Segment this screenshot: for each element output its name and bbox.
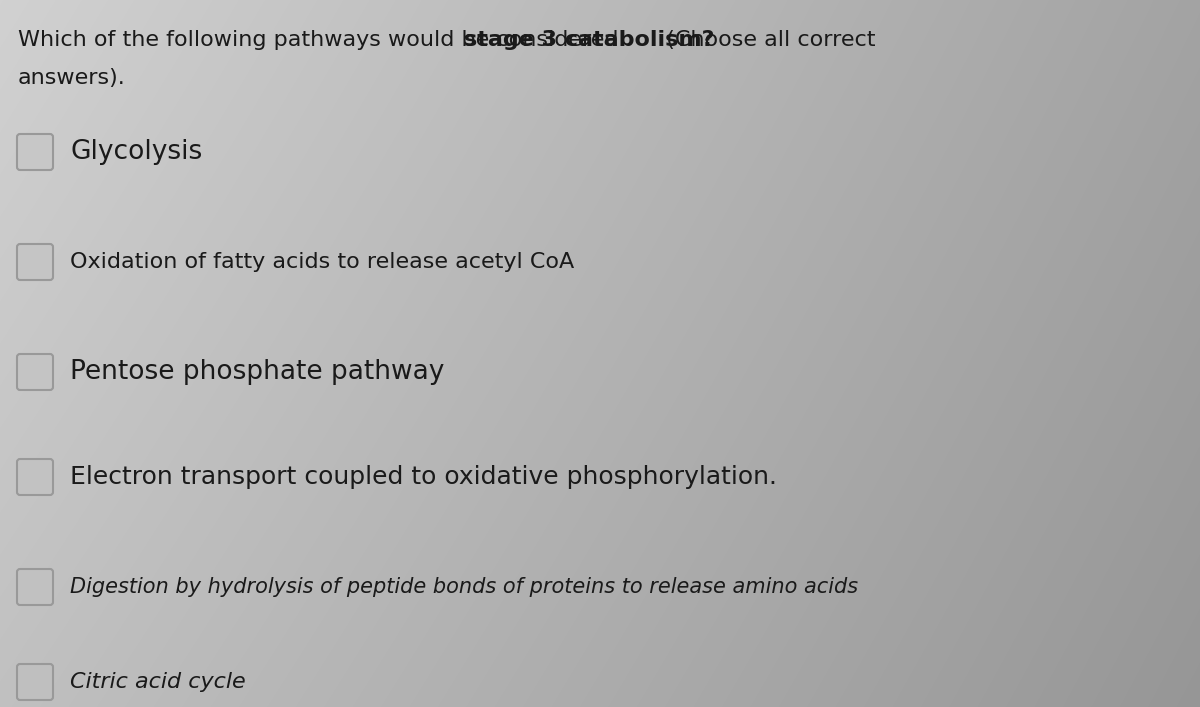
FancyBboxPatch shape (17, 354, 53, 390)
FancyBboxPatch shape (17, 664, 53, 700)
Text: Pentose phosphate pathway: Pentose phosphate pathway (70, 359, 444, 385)
Text: stage 3 catabolism?: stage 3 catabolism? (464, 30, 714, 50)
Text: Oxidation of fatty acids to release acetyl CoA: Oxidation of fatty acids to release acet… (70, 252, 575, 272)
FancyBboxPatch shape (17, 459, 53, 495)
Text: Which of the following pathways would be considered: Which of the following pathways would be… (18, 30, 625, 50)
Text: Citric acid cycle: Citric acid cycle (70, 672, 246, 692)
Text: Digestion by hydrolysis of peptide bonds of proteins to release amino acids: Digestion by hydrolysis of peptide bonds… (70, 577, 858, 597)
FancyBboxPatch shape (17, 244, 53, 280)
Text: Electron transport coupled to oxidative phosphorylation.: Electron transport coupled to oxidative … (70, 465, 778, 489)
Text: answers).: answers). (18, 68, 126, 88)
FancyBboxPatch shape (17, 134, 53, 170)
Text: (Choose all correct: (Choose all correct (652, 30, 876, 50)
FancyBboxPatch shape (17, 569, 53, 605)
Text: Glycolysis: Glycolysis (70, 139, 203, 165)
